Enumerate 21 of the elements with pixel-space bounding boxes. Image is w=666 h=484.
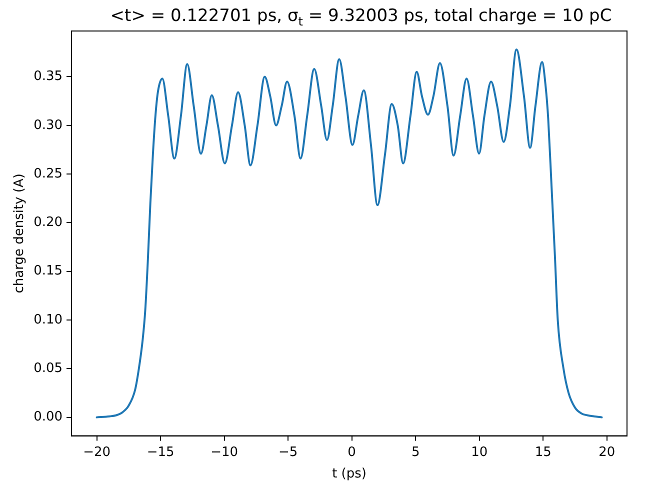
x-tick-label: 5 [411, 444, 420, 460]
x-tick-label: 20 [598, 444, 616, 460]
x-axis-title: t (ps) [332, 466, 366, 482]
y-tick-label: 0.05 [34, 361, 63, 376]
x-tick-label: −20 [83, 444, 111, 460]
x-tick-label: 10 [471, 444, 488, 460]
x-tick-label: −5 [278, 444, 298, 460]
y-tick-label: 0.10 [34, 312, 63, 328]
y-axis-title: charge density (A) [12, 174, 28, 294]
x-tick-label: −15 [146, 444, 174, 460]
line-series [96, 48, 603, 418]
x-tick-label: −10 [210, 444, 238, 460]
y-tick-label: 0.25 [34, 166, 63, 182]
chart-title: <t> = 0.122701 ps, σ$_{t}$ = 9.32003 ps, total charge = 10 pC [109, 6, 613, 28]
y-tick-label: 0.15 [34, 264, 63, 279]
x-tick-label: 0 [348, 444, 356, 460]
y-tick-label: 0.00 [34, 410, 63, 425]
x-tick-label: 15 [534, 444, 552, 460]
y-tick-label: 0.20 [34, 215, 63, 230]
y-tick-label: 0.30 [34, 118, 63, 133]
y-tick-label: 0.35 [34, 69, 63, 84]
